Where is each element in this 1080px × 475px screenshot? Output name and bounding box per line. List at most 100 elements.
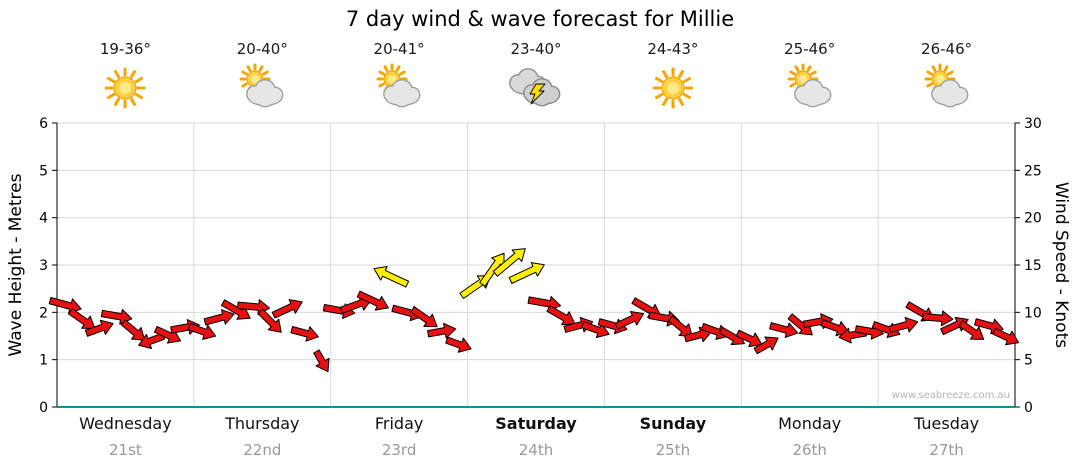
day-label: Thursday <box>225 414 300 433</box>
sunny-icon <box>652 67 694 109</box>
left-axis-tick-label: 6 <box>39 116 48 132</box>
sun-ray <box>241 82 249 88</box>
weather-icon <box>506 60 566 120</box>
wind-arrow <box>68 308 96 329</box>
sun-ray <box>682 93 691 99</box>
sun-ray <box>383 65 389 72</box>
left-axis-tick-label: 5 <box>39 163 48 179</box>
weather-icon <box>643 60 703 120</box>
sun-ray <box>654 77 664 83</box>
sun-highlight <box>250 74 260 84</box>
weather-icon <box>232 60 292 120</box>
wind-arrow <box>753 336 779 355</box>
wind-arrow <box>888 316 919 333</box>
sun-highlight <box>798 74 808 84</box>
right-axis-tick-label: 10 <box>1024 305 1042 321</box>
sun-ray <box>661 70 668 79</box>
sun-highlight <box>119 81 132 95</box>
partly-cloudy-icon <box>787 63 832 108</box>
wind-arrow <box>373 265 410 288</box>
sun-ray <box>262 70 269 76</box>
left-axis-tick-label: 3 <box>39 258 48 274</box>
wind-arrow <box>992 327 1020 346</box>
temp-label: 19-36° <box>99 40 151 58</box>
right-axis-tick-label: 0 <box>1024 400 1033 416</box>
sun-ray <box>809 70 817 76</box>
sun-ray <box>246 65 252 72</box>
wind-arrow <box>445 336 472 353</box>
wind-arrow <box>427 322 457 339</box>
weather-icon <box>917 60 977 120</box>
sun-ray <box>130 70 137 79</box>
sun-highlight <box>935 74 944 84</box>
sun-ray <box>258 65 264 72</box>
wind-arrow <box>271 299 303 319</box>
sun-ray <box>114 70 121 79</box>
temp-label: 26-46° <box>921 40 973 58</box>
partly-cloudy-icon <box>239 63 284 108</box>
day-label: Friday <box>374 414 424 433</box>
wind-arrow <box>922 310 954 327</box>
day-label: Sunday <box>639 414 707 433</box>
sun-ray <box>794 65 800 72</box>
sun-ray <box>107 77 116 83</box>
sun-ray <box>943 65 949 72</box>
cloud-body <box>250 93 281 105</box>
left-axis-tick-label: 4 <box>39 211 48 227</box>
wind-arrow <box>120 319 146 341</box>
sun-ray <box>654 93 664 99</box>
wind-arrow <box>290 326 319 342</box>
day-label: Wednesday <box>79 414 172 433</box>
sun-ray <box>378 70 385 76</box>
date-label: 24th <box>518 441 554 459</box>
sun-ray <box>946 70 954 76</box>
sun-ray <box>789 82 796 88</box>
date-label: 26th <box>792 441 827 459</box>
sun-ray <box>114 97 121 106</box>
sun-ray <box>931 65 937 72</box>
wind-arrow <box>508 262 545 284</box>
right-axis-tick-label: 20 <box>1024 211 1042 227</box>
weather-icon <box>780 60 840 120</box>
sun-ray <box>399 70 406 76</box>
wind-arrow <box>257 308 282 333</box>
temp-label: 24-43° <box>647 40 699 58</box>
wind-arrow <box>614 310 645 330</box>
sun-ray <box>806 65 812 72</box>
temp-label: 23-40° <box>510 40 562 58</box>
weather-icon <box>95 60 155 120</box>
wind-arrow <box>356 290 389 311</box>
lightning-bolt <box>529 83 546 105</box>
cloud-body <box>797 93 828 105</box>
sun-ray <box>135 93 144 99</box>
wind-arrow <box>313 349 330 373</box>
sun-highlight <box>666 81 679 95</box>
date-label: 25th <box>655 441 691 459</box>
temp-label: 20-40° <box>236 40 288 58</box>
wind-arrow <box>735 329 763 348</box>
date-label: 21st <box>108 441 142 459</box>
sun-highlight <box>387 74 397 84</box>
wind-arrow <box>410 306 438 328</box>
wind-arrow <box>479 252 505 287</box>
sunny-icon <box>104 67 146 109</box>
sun-ray <box>378 82 385 88</box>
sun-ray <box>395 65 401 72</box>
weather-icon <box>369 60 429 120</box>
date-label: 27th <box>929 441 964 459</box>
wind-arrow <box>546 305 576 326</box>
sun-ray <box>682 77 691 83</box>
thunderstorm-icon <box>509 68 561 107</box>
sun-ray <box>925 82 933 88</box>
wind-arrow <box>958 320 985 340</box>
right-axis-tick-label: 15 <box>1024 258 1042 274</box>
sun-ray <box>135 77 144 83</box>
wind-arrow <box>203 309 235 326</box>
partly-cloudy-icon <box>924 63 968 108</box>
date-label: 22nd <box>243 441 282 459</box>
right-axis-tick-label: 5 <box>1024 353 1033 369</box>
cloud-body <box>387 93 418 105</box>
left-axis-tick-label: 0 <box>39 400 48 416</box>
